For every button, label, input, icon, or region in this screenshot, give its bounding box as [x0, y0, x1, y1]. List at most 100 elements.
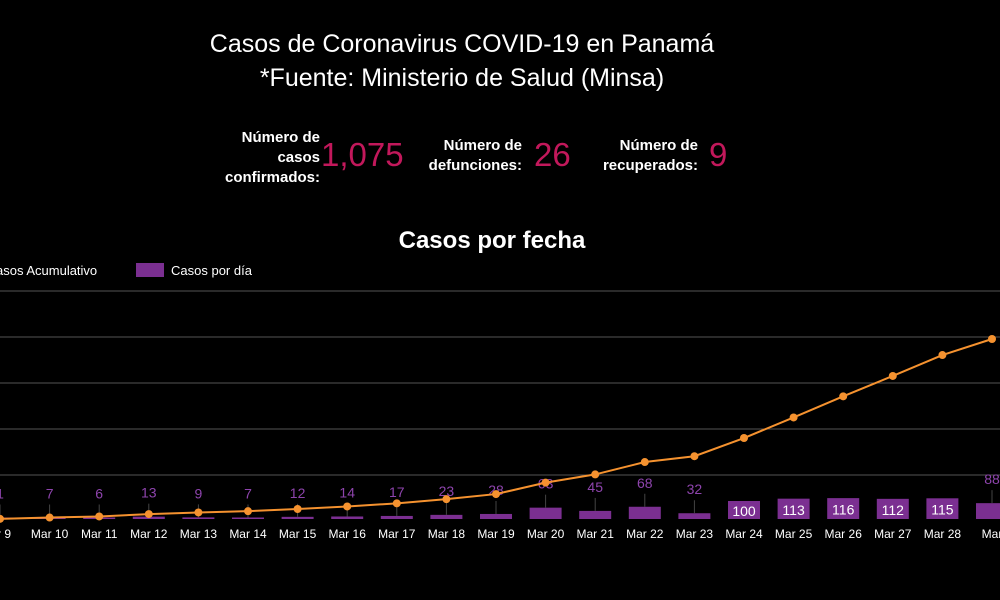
cumulative-point — [442, 495, 451, 504]
stat-deaths: Número de defunciones: — [400, 136, 522, 196]
x-tick-label: Mar 22 — [626, 527, 664, 541]
bar-data-label: 13 — [141, 485, 157, 501]
x-tick-label: Mar 18 — [428, 527, 466, 541]
stat-recovered: Número de recuperados: — [576, 136, 698, 196]
legend-label-cumulative: asos Acumulativo — [0, 263, 97, 278]
stat-deaths-value: 26 — [534, 136, 571, 173]
cumulative-point — [144, 510, 153, 519]
bar-data-label: 23 — [439, 483, 455, 499]
cumulative-point — [293, 504, 302, 513]
legend: asos Acumulativo Casos por día — [0, 263, 253, 278]
cumulative-point — [690, 452, 699, 461]
cumulative-point — [194, 508, 203, 517]
x-tick-label: Mar 20 — [527, 527, 565, 541]
cumulative-point — [591, 470, 600, 479]
x-tick-label: Mar 24 — [725, 527, 763, 541]
bar — [678, 513, 711, 519]
x-tick-label: Mar 19 — [477, 527, 515, 541]
x-tick-label: Mar 25 — [775, 527, 813, 541]
x-tick-label: Mar 28 — [924, 527, 962, 541]
bar-data-label: 14 — [339, 484, 355, 500]
bar — [232, 517, 264, 519]
bar — [926, 498, 959, 519]
x-tick-label: Mar 13 — [180, 527, 218, 541]
stat-deaths-label-1: Número de — [443, 137, 522, 154]
stat-confirmed: Número de casos confirmados: — [200, 128, 320, 188]
x-tick-label: Mar 12 — [130, 527, 168, 541]
stat-recovered-label-2: recuperados: — [602, 157, 698, 174]
x-tick-label: Mar 27 — [874, 527, 912, 541]
cumulative-point — [392, 499, 401, 508]
bar-data-label: 17 — [389, 484, 405, 500]
bar — [331, 516, 364, 519]
bar — [281, 516, 314, 519]
bar — [827, 498, 860, 519]
bar-data-label: 32 — [687, 481, 703, 497]
bar-data-label: 115 — [931, 502, 954, 518]
cumulative-line-layer — [0, 335, 996, 523]
bar-data-label: 116 — [832, 502, 855, 518]
x-tick-label: Mar 16 — [329, 527, 367, 541]
cumulative-point — [343, 502, 352, 511]
cumulative-point — [541, 478, 550, 487]
cumulative-point — [839, 392, 848, 401]
bar — [579, 510, 612, 519]
stat-recovered-label-1: Número de — [619, 137, 698, 154]
x-tick-label: Mar — [982, 527, 1000, 541]
bar — [876, 498, 909, 519]
bar-data-label: 7 — [46, 486, 54, 502]
bar — [529, 507, 562, 519]
x-tick-label: Mar 17 — [378, 527, 416, 541]
bar-data-label: 12 — [290, 485, 306, 501]
x-tick-label: r 9 — [0, 527, 11, 541]
bar-data-label: 113 — [782, 502, 805, 518]
grid — [0, 290, 1000, 476]
bar-data-label: 112 — [882, 502, 905, 518]
cumulative-point — [938, 351, 947, 360]
cumulative-point — [95, 512, 104, 521]
bar-data-label: 100 — [732, 503, 756, 519]
bar-data-label: 68 — [637, 475, 653, 491]
bar — [430, 514, 463, 519]
cumulative-point — [888, 371, 897, 380]
x-tick-label: Mar 15 — [279, 527, 317, 541]
cumulative-point — [45, 513, 54, 522]
bar — [628, 506, 661, 519]
cumulative-point — [740, 434, 748, 443]
bar — [728, 501, 760, 519]
x-tick-label: Mar 11 — [81, 527, 118, 541]
title-line-2: *Fuente: Ministerio de Salud (Minsa) — [259, 64, 665, 92]
stat-confirmed-value: 1,075 — [321, 136, 404, 173]
bar-data-label: 6 — [95, 486, 103, 502]
cumulative-point — [640, 458, 649, 467]
bar — [380, 515, 413, 519]
x-axis-ticks: r 9 Mar 10 Mar 11 Mar 12 Mar 13 Mar 14 Mar 15 M… — [0, 527, 1000, 541]
stat-deaths-label: Número de defunciones: — [400, 136, 522, 176]
x-tick-label: Mar 26 — [825, 527, 863, 541]
chart-title: Casos por fecha — [399, 227, 586, 254]
stat-confirmed-label: Número de casos confirmados: — [200, 128, 320, 188]
x-tick-label: Mar 21 — [577, 527, 615, 541]
cumulative-point — [492, 490, 500, 499]
bar-data-label: 88 — [984, 471, 1000, 487]
stat-confirmed-label-3: confirmados: — [224, 169, 320, 186]
stat-deaths-label-2: defunciones: — [428, 157, 522, 174]
bar — [480, 513, 512, 519]
bar — [777, 498, 810, 519]
cumulative-point — [0, 514, 4, 523]
title-line-1: Casos de Coronavirus COVID-19 en Panamá — [209, 30, 715, 58]
x-tick-label: Mar 10 — [31, 527, 69, 541]
cumulative-point — [244, 507, 252, 516]
stat-recovered-label: Número de recuperados: — [576, 136, 698, 176]
stat-recovered-value: 9 — [709, 136, 728, 173]
legend-bar-swatch — [136, 263, 164, 277]
cumulative-point — [988, 335, 996, 344]
bar-data-label: 1 — [0, 486, 4, 502]
legend-label-daily: Casos por día — [171, 263, 253, 278]
bar-data-label: 45 — [587, 479, 603, 495]
bar — [976, 503, 1000, 519]
bar-data-label: 7 — [244, 486, 252, 502]
stat-confirmed-label-1: Número de — [241, 129, 320, 146]
bar — [182, 517, 215, 519]
